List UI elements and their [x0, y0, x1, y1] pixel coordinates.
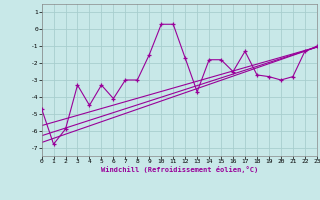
- X-axis label: Windchill (Refroidissement éolien,°C): Windchill (Refroidissement éolien,°C): [100, 166, 258, 173]
